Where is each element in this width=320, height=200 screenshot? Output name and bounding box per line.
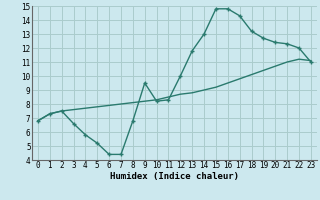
- X-axis label: Humidex (Indice chaleur): Humidex (Indice chaleur): [110, 172, 239, 181]
